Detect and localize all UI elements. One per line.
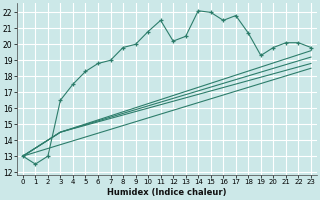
X-axis label: Humidex (Indice chaleur): Humidex (Indice chaleur) xyxy=(107,188,227,197)
